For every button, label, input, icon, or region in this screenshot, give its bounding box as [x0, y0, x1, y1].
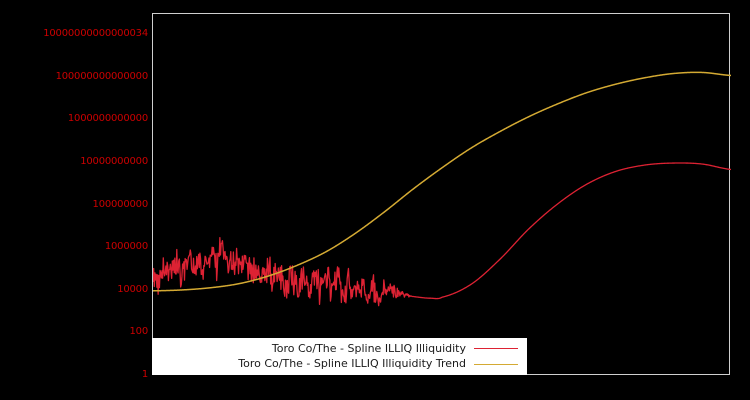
series-line	[153, 162, 731, 307]
y-axis-tick-label: 10000000000	[80, 156, 148, 168]
y-axis-tick-label: 100000000	[92, 198, 149, 210]
legend-entry[interactable]: Toro Co/The - Spline ILLIQ Illiquidity T…	[153, 357, 526, 373]
y-axis-tick-label: 1000000	[104, 241, 148, 253]
y-axis-tick-label: 1	[141, 369, 148, 380]
legend-color-swatch	[474, 348, 518, 350]
y-axis-tick-label: 100000000000000	[55, 70, 149, 82]
y-axis-tick-label: 10000	[117, 283, 148, 295]
plot-svg	[153, 71, 731, 307]
legend-color-swatch	[474, 363, 518, 365]
legend-entry-label: Toro Co/The - Spline ILLIQ Illiquidity	[271, 341, 466, 355]
legend-entry[interactable]: Toro Co/The - Spline ILLIQ Illiquidity	[153, 341, 526, 357]
plot-area	[152, 13, 731, 375]
chart-legend: Toro Co/The - Spline ILLIQ Illiquidity To…	[152, 338, 527, 375]
series-line	[153, 71, 731, 292]
y-axis-tick-label: 1000000000000	[67, 113, 148, 125]
legend-entry-label: Toro Co/The - Spline ILLIQ Illiquidity T…	[238, 357, 466, 371]
y-axis-tick-label: 100	[129, 326, 149, 338]
y-axis-tick-label: 10000000000000034	[43, 28, 148, 40]
